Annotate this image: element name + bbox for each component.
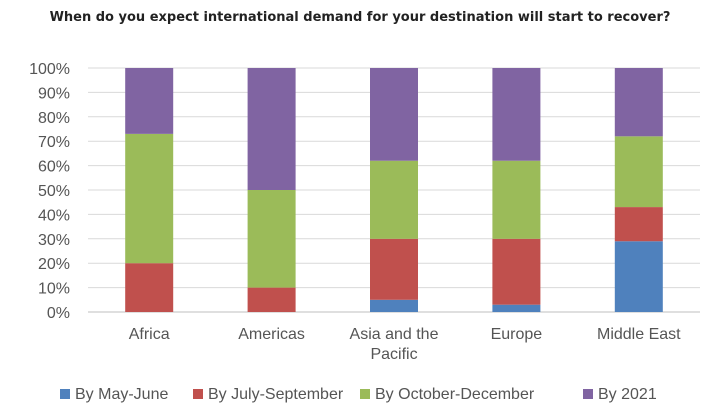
y-tick-label: 100%: [29, 61, 70, 78]
chart-title: When do you expect international demand …: [49, 10, 671, 25]
y-tick-label: 50%: [38, 183, 70, 200]
bar-segment: [614, 207, 663, 242]
bar-segment: [614, 241, 663, 312]
bar-segment: [614, 136, 663, 208]
x-category-label: Middle East: [597, 326, 681, 343]
bar-segment: [492, 304, 541, 312]
bar-segment: [370, 68, 418, 161]
bar-segment: [125, 68, 174, 134]
y-tick-label: 30%: [38, 232, 70, 249]
bar-segment: [370, 238, 418, 300]
bar-segment: [370, 299, 418, 312]
x-category-label: Africa: [129, 326, 170, 343]
legend-label: By May-June: [75, 386, 168, 403]
legend-swatch: [360, 389, 370, 399]
bar-segment: [247, 68, 296, 190]
bar-segment: [492, 238, 541, 305]
y-tick-label: 60%: [38, 159, 70, 176]
bar-segment: [125, 133, 174, 264]
y-tick-label: 40%: [38, 207, 70, 224]
legend-label: By October-December: [375, 386, 535, 403]
legend-swatch: [60, 389, 70, 399]
legend-swatch: [193, 389, 203, 399]
x-category-label: Europe: [491, 326, 543, 343]
legend-swatch: [583, 389, 593, 399]
y-tick-label: 80%: [38, 110, 70, 127]
y-tick-label: 0%: [47, 305, 70, 322]
bar-segment: [125, 263, 174, 312]
bar-segment: [370, 160, 418, 239]
bar-segment: [614, 68, 663, 137]
bar-segment: [492, 160, 541, 239]
y-tick-label: 20%: [38, 256, 70, 273]
legend-label: By 2021: [598, 386, 657, 403]
x-category-label: Americas: [238, 326, 305, 343]
y-tick-label: 90%: [38, 85, 70, 102]
bar-segment: [247, 287, 296, 312]
bar-segment: [247, 190, 296, 288]
x-category-label: Pacific: [370, 346, 417, 363]
y-tick-label: 70%: [38, 134, 70, 151]
bar-segment: [492, 68, 541, 161]
y-tick-label: 10%: [38, 281, 70, 298]
x-category-label: Asia and the: [350, 326, 439, 343]
legend-label: By July-September: [208, 386, 344, 403]
